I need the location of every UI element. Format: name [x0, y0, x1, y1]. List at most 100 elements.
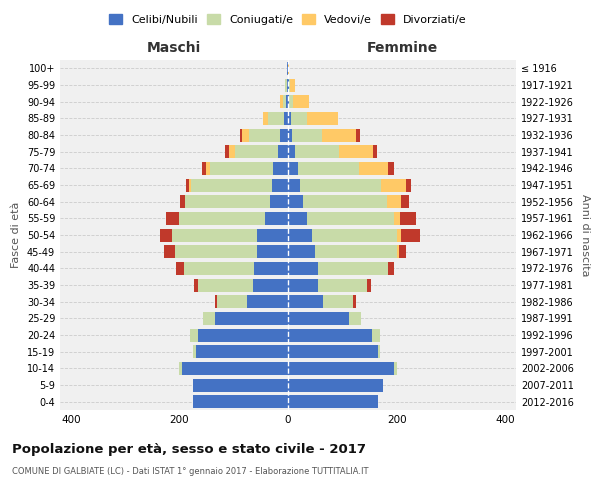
Bar	[288, 212, 307, 225]
Bar	[196, 345, 288, 358]
Bar	[175, 245, 257, 258]
Text: Femmine: Femmine	[367, 41, 437, 55]
Bar	[269, 195, 288, 208]
Bar	[288, 328, 372, 342]
Bar	[206, 162, 211, 175]
Bar	[399, 245, 406, 258]
Bar	[291, 112, 307, 125]
Y-axis label: Fasce di età: Fasce di età	[11, 202, 21, 268]
Bar	[373, 145, 377, 158]
Bar	[322, 128, 356, 141]
Bar	[215, 312, 288, 325]
Bar	[401, 195, 409, 208]
Bar	[288, 162, 298, 175]
Bar	[225, 145, 229, 158]
Bar	[356, 128, 360, 141]
Bar	[394, 362, 397, 375]
Bar	[382, 178, 406, 192]
Bar	[203, 312, 215, 325]
Bar	[307, 212, 394, 225]
Bar	[349, 312, 361, 325]
Bar	[172, 228, 257, 241]
Bar	[307, 112, 338, 125]
Bar	[257, 228, 288, 241]
Bar	[290, 78, 295, 92]
Bar	[288, 278, 318, 291]
Bar	[278, 145, 288, 158]
Bar	[300, 178, 382, 192]
Bar	[298, 162, 359, 175]
Text: Popolazione per età, sesso e stato civile - 2017: Popolazione per età, sesso e stato civil…	[12, 442, 366, 456]
Bar	[288, 195, 303, 208]
Bar	[180, 195, 185, 208]
Bar	[367, 278, 371, 291]
Bar	[388, 262, 394, 275]
Bar	[188, 178, 191, 192]
Bar	[199, 328, 288, 342]
Bar	[242, 128, 249, 141]
Bar	[288, 128, 292, 141]
Bar	[287, 78, 288, 92]
Bar	[211, 162, 273, 175]
Bar	[315, 245, 397, 258]
Bar	[288, 345, 377, 358]
Bar	[193, 378, 288, 392]
Bar	[288, 378, 383, 392]
Bar	[289, 95, 293, 108]
Bar	[388, 162, 394, 175]
Text: COMUNE DI GALBIATE (LC) - Dati ISTAT 1° gennaio 2017 - Elaborazione TUTTITALIA.I: COMUNE DI GALBIATE (LC) - Dati ISTAT 1° …	[12, 468, 368, 476]
Bar	[239, 128, 242, 141]
Bar	[160, 228, 172, 241]
Bar	[377, 345, 380, 358]
Bar	[318, 278, 367, 291]
Bar	[288, 395, 377, 408]
Bar	[323, 295, 353, 308]
Bar	[288, 145, 295, 158]
Bar	[179, 212, 265, 225]
Bar	[249, 128, 280, 141]
Bar	[280, 95, 283, 108]
Bar	[388, 195, 401, 208]
Bar	[273, 162, 288, 175]
Bar	[164, 245, 175, 258]
Bar	[280, 128, 288, 141]
Bar	[303, 195, 388, 208]
Bar	[166, 212, 179, 225]
Bar	[289, 78, 290, 92]
Bar	[184, 262, 254, 275]
Bar	[318, 262, 388, 275]
Bar	[288, 362, 394, 375]
Bar	[353, 295, 356, 308]
Bar	[185, 195, 269, 208]
Bar	[176, 262, 184, 275]
Bar	[254, 262, 288, 275]
Bar	[372, 328, 380, 342]
Legend: Celibi/Nubili, Coniugati/e, Vedovi/e, Divorziati/e: Celibi/Nubili, Coniugati/e, Vedovi/e, Di…	[106, 10, 470, 28]
Bar	[295, 145, 339, 158]
Bar	[339, 145, 373, 158]
Bar	[235, 145, 278, 158]
Bar	[191, 178, 272, 192]
Bar	[288, 295, 323, 308]
Bar	[288, 262, 318, 275]
Bar	[182, 362, 288, 375]
Bar	[265, 212, 288, 225]
Bar	[288, 245, 315, 258]
Bar	[400, 212, 416, 225]
Bar	[286, 95, 288, 108]
Bar	[257, 245, 288, 258]
Bar	[401, 228, 420, 241]
Bar	[397, 245, 399, 258]
Bar	[186, 178, 188, 192]
Bar	[288, 228, 313, 241]
Bar	[394, 212, 400, 225]
Bar	[263, 112, 268, 125]
Bar	[194, 278, 199, 291]
Bar	[193, 395, 288, 408]
Bar	[293, 95, 308, 108]
Bar	[397, 228, 401, 241]
Bar	[313, 228, 397, 241]
Bar	[283, 95, 286, 108]
Bar	[288, 112, 291, 125]
Bar	[406, 178, 411, 192]
